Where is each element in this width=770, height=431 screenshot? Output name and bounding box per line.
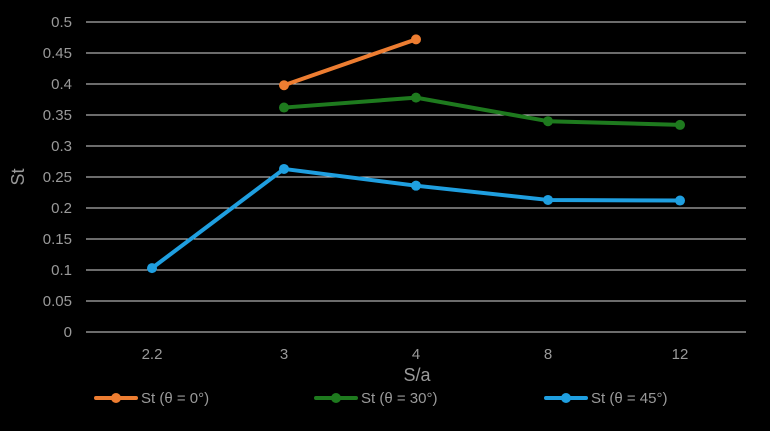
data-point [543,116,553,127]
x-axis-title: S/a [403,365,431,385]
y-tick-label: 0 [64,324,72,341]
series-3 [147,163,685,274]
legend-item: St (θ = 0°) [94,390,209,407]
x-axis-tick-labels: 2.2 3 4 8 12 [142,346,689,363]
legend-label: St (θ = 30°) [361,390,437,407]
series-line [282,95,682,127]
data-point [279,163,289,174]
series-2 [279,92,685,130]
gridlines [86,21,746,333]
legend: St (θ = 0°) St (θ = 30°) St (θ = 45°) [94,390,667,407]
y-tick-label: 0.3 [51,138,72,155]
series-1 [279,34,421,91]
data-point [675,119,685,130]
data-point [543,194,553,205]
data-point [411,92,421,103]
x-tick-label: 8 [544,346,552,363]
data-point [411,34,421,45]
y-tick-label: 0.05 [43,293,72,310]
series-line [282,37,418,88]
y-tick-label: 0.5 [51,14,72,31]
y-tick-label: 0.2 [51,200,72,217]
legend-item: St (θ = 45°) [544,390,667,407]
x-tick-label: 12 [672,346,689,363]
x-tick-label: 2.2 [142,346,163,363]
y-tick-label: 0.25 [43,169,72,186]
x-tick-label: 3 [280,346,288,363]
y-tick-label: 0.1 [51,262,72,279]
y-tick-label: 0.15 [43,231,72,248]
legend-label: St (θ = 0°) [141,390,209,407]
y-tick-label: 0.4 [51,76,72,93]
y-axis-title: St [8,168,28,185]
data-point [279,80,289,91]
legend-swatch-marker [561,393,571,403]
data-point [279,102,289,113]
legend-label: St (θ = 45°) [591,390,667,407]
data-point [411,180,421,191]
series-lines [147,34,685,274]
y-axis-tick-labels: 0 0.05 0.1 0.15 0.2 0.25 0.3 0.35 0.4 0.45 0.5 [43,14,72,341]
x-tick-label: 4 [412,346,420,363]
y-tick-label: 0.45 [43,45,72,62]
legend-item: St (θ = 30°) [314,390,437,407]
data-point [147,263,157,274]
legend-swatch-marker [111,393,121,403]
y-tick-label: 0.35 [43,107,72,124]
legend-swatch-marker [331,393,341,403]
data-point [675,195,685,206]
